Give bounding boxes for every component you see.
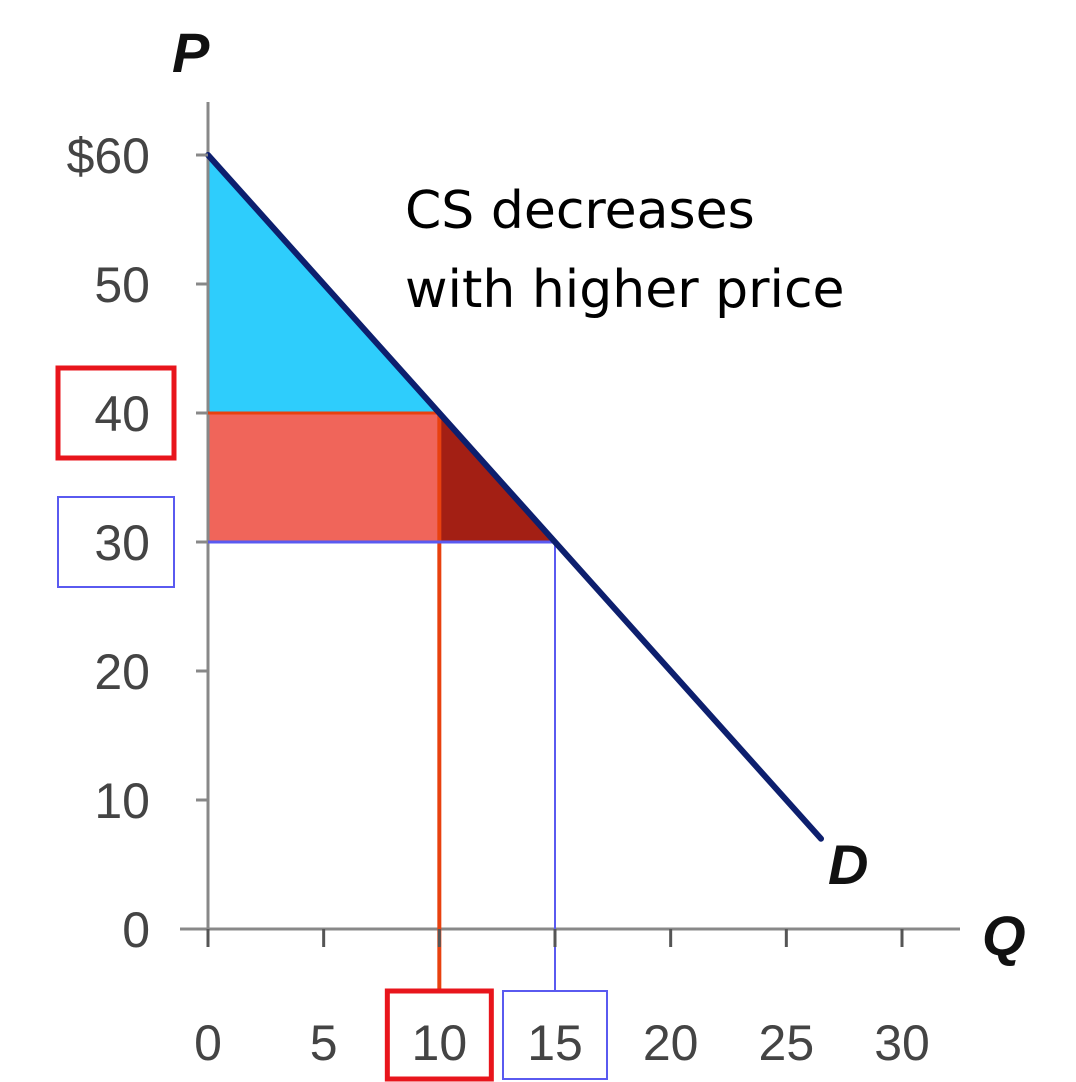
y-tick-label-60: $60 — [67, 128, 150, 184]
surplus-area-2 — [208, 413, 440, 542]
x-tick-label-10: 10 — [412, 1015, 468, 1071]
x-tick-label-15: 15 — [527, 1015, 583, 1071]
axes — [180, 102, 960, 947]
y-tick-label-40: 40 — [94, 386, 150, 442]
x-tick-label-30: 30 — [874, 1015, 930, 1071]
x-tick-label-20: 20 — [643, 1015, 699, 1071]
x-tick-label-0: 0 — [194, 1015, 222, 1071]
y-tick-label-0: 0 — [122, 902, 150, 958]
x-axis-title: Q — [982, 904, 1026, 967]
y-tick-label-30: 30 — [94, 515, 150, 571]
y-axis-title: P — [172, 21, 210, 84]
highlight-box-y-30 — [57, 496, 175, 588]
series — [205, 152, 825, 842]
ticks: 0 10 20 30 40 50 $60 0 5 10 15 20 25 30 — [67, 128, 930, 1071]
highlight-box-y-40 — [55, 365, 177, 461]
x-tick-label-5: 5 — [310, 1015, 338, 1071]
highlight-box-x-15 — [502, 990, 608, 1080]
highlight-box-x-10 — [384, 988, 494, 1082]
reference-lines — [200, 411, 556, 992]
annotation-line-2: with higher price — [405, 260, 845, 320]
y-tick-label-50: 50 — [94, 257, 150, 313]
demand-line — [205, 152, 825, 842]
demand-series-label: D — [828, 833, 868, 896]
x-tick-label-25: 25 — [759, 1015, 815, 1071]
highlighted-ticks — [55, 365, 608, 1082]
annotation: CS decreases with higher price — [405, 181, 845, 320]
y-tick-label-10: 10 — [94, 773, 150, 829]
annotation-line-1: CS decreases — [405, 181, 755, 241]
y-tick-label-20: 20 — [94, 644, 150, 700]
